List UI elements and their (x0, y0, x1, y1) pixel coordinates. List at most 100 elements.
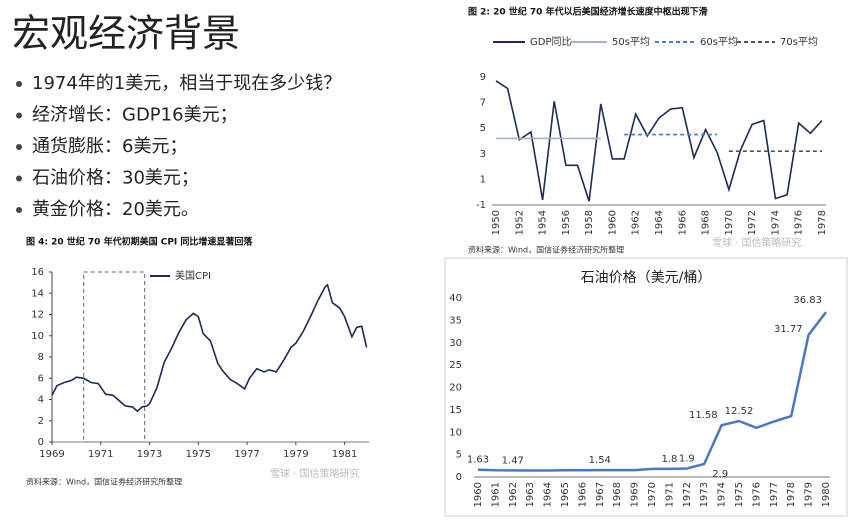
x-tick-label: 1973 (699, 482, 710, 507)
watermark: 雪球 · 国信策略研究 (712, 236, 802, 249)
x-tick-label: 1969 (630, 482, 641, 507)
y-tick-label: 6 (38, 373, 44, 384)
x-tick-label: 1978 (817, 210, 828, 235)
data-label: 1.9 (679, 453, 695, 464)
x-tick-label: 1968 (612, 482, 623, 507)
y-tick-label: 4 (38, 395, 44, 406)
chart-caption: 图 4: 20 世纪 70 年代初期美国 CPI 同比增速显著回落 (26, 236, 253, 248)
y-tick-label: 8 (38, 352, 44, 363)
x-tick-label: 1977 (234, 449, 259, 460)
y-tick-label: 20 (449, 383, 462, 394)
bullet-dot (16, 112, 22, 119)
x-tick-label: 1963 (525, 482, 536, 507)
x-tick-label: 1978 (786, 482, 797, 507)
y-tick-label: 2 (38, 416, 44, 427)
y-tick-label: 0 (456, 472, 462, 483)
watermark: 雪球 · 国信策略研究 (270, 467, 360, 480)
bullet-text: 黄金价格：20美元。 (32, 199, 199, 220)
data-label: 36.83 (793, 295, 822, 306)
highlight-box (83, 271, 146, 443)
x-tick-label: 1969 (39, 449, 64, 460)
y-tick-label: -1 (476, 200, 486, 211)
y-tick-label: 7 (480, 98, 486, 109)
x-tick-label: 1975 (734, 482, 745, 507)
x-tick-label: 1974 (717, 482, 728, 507)
y-tick-label: 5 (456, 450, 462, 461)
x-tick-label: 1956 (561, 210, 572, 235)
y-tick-label: 40 (449, 293, 462, 304)
y-tick-label: 9 (480, 72, 486, 83)
y-tick-label: 30 (449, 338, 462, 349)
x-tick-label: 1971 (664, 482, 675, 507)
y-tick-label: 3 (480, 149, 486, 160)
series-line (477, 311, 827, 472)
data-label: 1.63 (467, 455, 489, 466)
y-tick-label: 15 (449, 405, 462, 416)
x-tick-label: 1964 (654, 210, 665, 235)
x-tick-label: 1967 (595, 482, 606, 507)
data-label: 11.58 (689, 410, 718, 421)
x-tick-label: 1973 (137, 449, 162, 460)
x-tick-label: 1974 (770, 210, 781, 235)
x-tick-label: 1976 (794, 210, 805, 235)
x-tick-label: 1954 (538, 210, 549, 235)
x-tick-label: 1970 (724, 210, 735, 235)
slide-title: 宏观经济背景 (12, 12, 240, 56)
bullet-text: 石油价格：30美元； (32, 168, 199, 189)
legend-label: 美国CPI (175, 269, 211, 282)
y-tick-label: 5 (480, 123, 486, 134)
data-label: 1.8 (661, 454, 677, 465)
x-tick-label: 1979 (283, 449, 308, 460)
y-tick-label: 12 (31, 310, 44, 321)
chart-caption: 图 2: 20 世纪 70 年代以后美国经济增长速度中枢出现下滑 (468, 6, 708, 18)
data-label: 1.47 (502, 455, 524, 466)
bullet-text: 经济增长：GDP16美元； (32, 105, 238, 126)
chart-source: 资料来源：Wind，国信证券经济研究所整理 (468, 245, 624, 255)
chart-title: 石油价格（美元/桶） (581, 270, 712, 286)
x-tick-label: 1970 (647, 482, 658, 507)
legend-label: 50s平均 (612, 36, 650, 48)
bullet-dot (16, 144, 22, 150)
x-tick-label: 1976 (751, 482, 762, 507)
y-tick-label: 0 (38, 437, 44, 448)
chart-source: 资料来源：Wind，国信证券经济研究所整理 (26, 477, 182, 487)
bullet-text: 1974年的1美元，相当于现在多少钱？ (32, 73, 341, 94)
chart-frame (444, 257, 848, 517)
y-tick-label: 25 (449, 360, 462, 371)
y-tick-label: 14 (31, 288, 44, 299)
x-tick-label: 1962 (631, 210, 642, 235)
data-label: 2.9 (712, 469, 728, 480)
bullet-dot (16, 81, 22, 87)
x-tick-label: 1952 (514, 210, 525, 235)
x-tick-label: 1972 (682, 482, 693, 507)
y-tick-label: 1 (480, 174, 486, 185)
x-tick-label: 1981 (332, 449, 357, 460)
x-tick-label: 1964 (543, 482, 554, 507)
x-tick-label: 1975 (186, 449, 211, 460)
bullet-dot (16, 207, 22, 213)
x-tick-label: 1961 (490, 482, 501, 507)
y-tick-label: 10 (31, 331, 44, 342)
x-tick-label: 1980 (821, 482, 832, 507)
x-tick-label: 1958 (584, 210, 595, 235)
x-tick-label: 1972 (747, 210, 758, 235)
data-label: 1.54 (589, 455, 611, 466)
x-tick-label: 1960 (473, 482, 484, 507)
bullet-text: 通货膨胀：6美元； (32, 136, 187, 157)
legend-label: GDP同比 (530, 36, 571, 48)
legend-label: 70s平均 (780, 36, 818, 48)
data-label: 31.77 (774, 324, 803, 335)
y-tick-label: 10 (449, 427, 462, 438)
x-tick-label: 1968 (701, 210, 712, 235)
y-tick-label: 35 (449, 315, 462, 326)
bullet-dot (16, 175, 22, 182)
x-tick-label: 1966 (577, 482, 588, 507)
legend-label: 60s平均 (700, 36, 738, 48)
x-tick-label: 1950 (491, 210, 502, 235)
x-tick-label: 1971 (88, 449, 113, 460)
x-tick-label: 1979 (804, 482, 815, 507)
x-tick-label: 1966 (677, 210, 688, 235)
x-tick-label: 1977 (769, 482, 780, 507)
x-tick-label: 1960 (607, 210, 618, 235)
x-tick-label: 1962 (508, 482, 519, 507)
